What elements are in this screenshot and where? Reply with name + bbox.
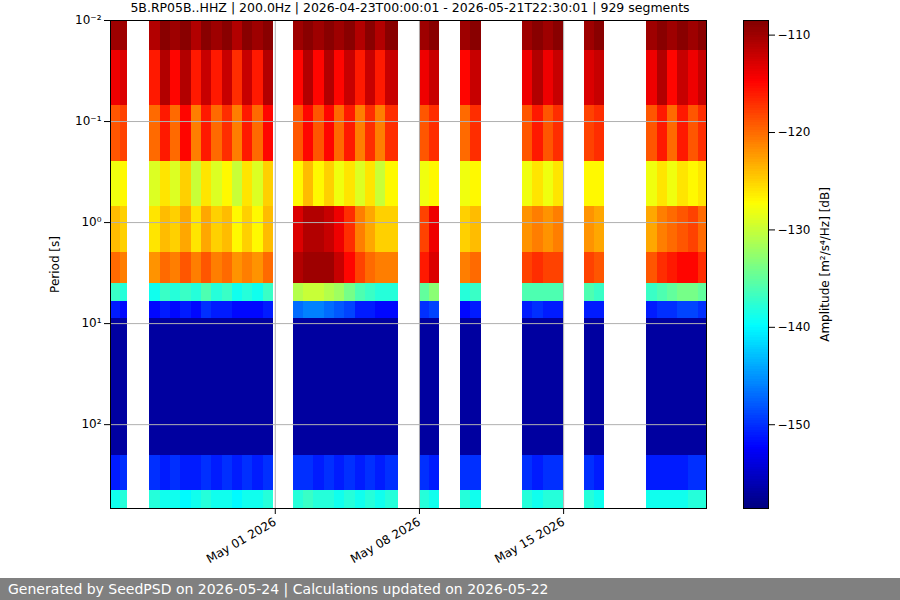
svg-text:10¹: 10¹ — [81, 316, 101, 330]
svg-text:−150: −150 — [778, 418, 811, 432]
svg-text:−120: −120 — [778, 125, 811, 139]
svg-text:10⁰: 10⁰ — [81, 215, 101, 229]
html-text:5B.RP05B..HHZ | 200.0Hz | 2026: 5B.RP05B..HHZ | 200.0Hz | 2026-04-23T00:… — [130, 0, 690, 15]
svg-text:May 01 2026: May 01 2026 — [204, 515, 279, 566]
svg-text:−130: −130 — [778, 223, 811, 237]
svg-text:10⁻¹: 10⁻¹ — [75, 114, 102, 128]
svg-text:10²: 10² — [81, 417, 101, 431]
html-text:Generated by SeedPSD on 2026-0: Generated by SeedPSD on 2026-05-24 | Cal… — [8, 581, 549, 597]
svg-text:−110: −110 — [778, 28, 811, 42]
svg-text:May 08 2026: May 08 2026 — [348, 515, 423, 566]
svg-text:May 15 2026: May 15 2026 — [492, 515, 567, 566]
svg-text:−140: −140 — [778, 320, 811, 334]
svg-text:Amplitude [m²/s⁴/Hz] [dB]: Amplitude [m²/s⁴/Hz] [dB] — [818, 187, 832, 342]
svg-text:10⁻²: 10⁻² — [75, 13, 102, 27]
svg-text:Period [s]: Period [s] — [48, 236, 62, 293]
